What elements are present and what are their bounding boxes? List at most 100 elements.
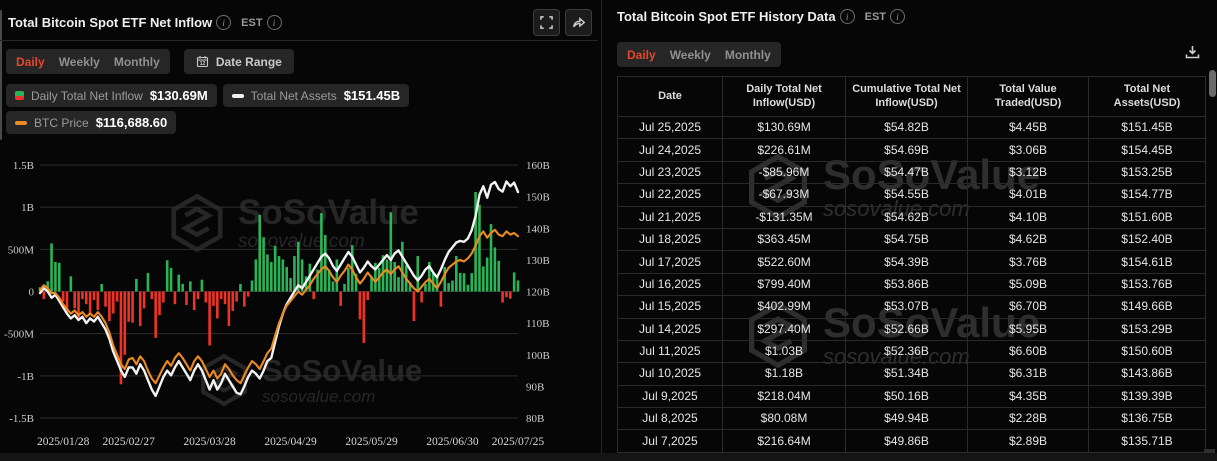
date-range-button[interactable]: 12 Date Range: [183, 49, 294, 74]
cell-date: Jul 14,2025: [617, 317, 723, 341]
table-row[interactable]: Jul 22,2025 -$67.93M $54.55B $4.01B $154.77B: [617, 183, 1206, 207]
cell-daily-net-inflow: $1.03B: [722, 339, 846, 364]
svg-text:2025/03/28: 2025/03/28: [183, 436, 236, 448]
cell-date: Jul 24,2025: [617, 138, 723, 162]
cell-net-assets: $153.76B: [1088, 272, 1206, 297]
bottom-scroll-strip: [0, 453, 1217, 461]
table-row[interactable]: Jul 7,2025 $216.64M $49.86B $2.89B $135.71B: [617, 429, 1206, 453]
chart-controls: Daily Weekly Monthly 12 Date Range: [6, 49, 294, 74]
table-panel-header: Total Bitcoin Spot ETF History Data EST: [617, 9, 909, 24]
cell-daily-net-inflow: $1.18B: [722, 362, 846, 386]
bar-swatch-icon: [15, 91, 24, 100]
cell-cumulative-inflow: $54.69B: [845, 138, 968, 162]
table-row[interactable]: Jul 23,2025 -$85.96M $54.47B $3.12B $153.25B: [617, 160, 1206, 185]
table-row[interactable]: Jul 10,2025 $1.18B $51.34B $6.31B $143.86B: [617, 362, 1206, 386]
cell-cumulative-inflow: $54.39B: [845, 250, 968, 274]
cell-date: Jul 8,2025: [617, 407, 723, 431]
download-button[interactable]: [1184, 44, 1201, 65]
cell-daily-net-inflow: $80.08M: [722, 407, 846, 431]
tab-weekly[interactable]: Weekly: [669, 47, 711, 62]
share-button[interactable]: [565, 9, 592, 36]
legend-daily-net-inflow[interactable]: Daily Total Net Inflow $130.69M: [6, 84, 217, 107]
svg-text:140B: 140B: [526, 223, 550, 235]
table-scrollbar[interactable]: [1209, 66, 1216, 451]
net-inflow-chart[interactable]: 1.5B 1B 500M 0 -500M -1B -1.5B 160B 150B 140B 130B…: [0, 150, 600, 461]
cell-cumulative-inflow: $54.82B: [845, 115, 968, 140]
cell-cumulative-inflow: $49.94B: [845, 407, 968, 431]
cell-daily-net-inflow: $363.45M: [722, 227, 846, 252]
cell-cumulative-inflow: $53.86B: [845, 272, 968, 297]
table-row[interactable]: Jul 25,2025 $130.69M $54.82B $4.45B $151.45B: [617, 115, 1206, 140]
calendar-icon: 12: [196, 56, 208, 68]
cell-net-assets: $152.40B: [1088, 227, 1206, 252]
table-row[interactable]: Jul 16,2025 $799.40M $53.86B $5.09B $153.76B: [617, 272, 1206, 297]
svg-text:-1B: -1B: [18, 371, 35, 383]
svg-text:-500M: -500M: [4, 329, 34, 341]
info-icon[interactable]: [216, 15, 232, 30]
date-range-label: Date Range: [215, 54, 282, 69]
svg-text:12: 12: [200, 61, 206, 67]
timezone-label: EST: [241, 16, 263, 29]
table-row[interactable]: Jul 8,2025 $80.08M $49.94B $2.28B $136.75B: [617, 407, 1206, 431]
cell-date: Jul 22,2025: [617, 183, 723, 207]
cell-value-traded: $4.62B: [967, 227, 1089, 252]
cell-date: Jul 17,2025: [617, 250, 723, 274]
cell-net-assets: $151.60B: [1088, 205, 1206, 229]
legend-value: $151.45B: [343, 88, 401, 103]
cell-date: Jul 11,2025: [617, 339, 723, 364]
table-row[interactable]: Jul 17,2025 $522.60M $54.39B $3.76B $154.61B: [617, 250, 1206, 274]
history-table: Date Daily Total Net Inflow(USD) Cumulativ…: [617, 76, 1206, 453]
cell-net-assets: $153.29B: [1088, 317, 1206, 341]
cell-date: Jul 25,2025: [617, 115, 723, 140]
table-row[interactable]: Jul 11,2025 $1.03B $52.36B $6.60B $150.60B: [617, 339, 1206, 364]
table-header-row: Date Daily Total Net Inflow(USD) Cumulativ…: [617, 76, 1206, 117]
table-row[interactable]: Jul 9,2025 $218.04M $50.16B $4.35B $139.39B: [617, 384, 1206, 409]
scrollbar-thumb[interactable]: [1209, 70, 1216, 97]
cell-cumulative-inflow: $54.75B: [845, 227, 968, 252]
tab-daily[interactable]: Daily: [627, 47, 656, 62]
cell-daily-net-inflow: $799.40M: [722, 272, 846, 297]
cell-value-traded: $6.60B: [967, 339, 1089, 364]
table-row[interactable]: Jul 18,2025 $363.45M $54.75B $4.62B $152.40B: [617, 227, 1206, 252]
chart-panel-title: Total Bitcoin Spot ETF Net Inflow: [8, 15, 213, 30]
cell-net-assets: $150.60B: [1088, 339, 1206, 364]
column-header: Total Net Assets(USD): [1088, 76, 1206, 117]
table-row[interactable]: Jul 21,2025 -$131.35M $54.62B $4.10B $151.60…: [617, 205, 1206, 229]
cell-net-assets: $154.61B: [1088, 250, 1206, 274]
legend-btc-price[interactable]: BTC Price $116,688.60: [6, 111, 177, 134]
cell-date: Jul 21,2025: [617, 205, 723, 229]
tab-daily[interactable]: Daily: [16, 54, 45, 69]
cell-value-traded: $4.45B: [967, 115, 1089, 140]
cell-date: Jul 10,2025: [617, 362, 723, 386]
cell-cumulative-inflow: $51.34B: [845, 362, 968, 386]
tab-monthly[interactable]: Monthly: [724, 47, 771, 62]
table-row[interactable]: Jul 24,2025 $226.61M $54.69B $3.06B $154.45B: [617, 138, 1206, 162]
fullscreen-button[interactable]: [533, 9, 560, 36]
tab-monthly[interactable]: Monthly: [113, 54, 160, 69]
cell-net-assets: $143.86B: [1088, 362, 1206, 386]
legend-total-net-assets[interactable]: Total Net Assets $151.45B: [222, 84, 410, 107]
timezone-label: EST: [864, 10, 887, 23]
info-icon[interactable]: [839, 9, 855, 24]
svg-text:160B: 160B: [526, 160, 550, 172]
cell-date: Jul 15,2025: [617, 295, 723, 319]
tab-weekly[interactable]: Weekly: [58, 54, 100, 69]
btc-price-line: [38, 228, 520, 385]
svg-text:110B: 110B: [526, 318, 549, 330]
svg-text:120B: 120B: [526, 287, 550, 299]
edge-scrollbar[interactable]: [0, 10, 2, 140]
info-icon[interactable]: [890, 9, 906, 24]
svg-text:1B: 1B: [21, 202, 34, 214]
cell-date: Jul 16,2025: [617, 272, 723, 297]
table-row[interactable]: Jul 14,2025 $297.40M $52.66B $5.95B $153.29B: [617, 317, 1206, 341]
table-row[interactable]: Jul 15,2025 $402.99M $53.07B $6.70B $149.66B: [617, 295, 1206, 319]
cell-value-traded: $5.09B: [967, 272, 1089, 297]
cell-value-traded: $4.35B: [967, 384, 1089, 409]
cell-net-assets: $135.71B: [1088, 429, 1206, 453]
download-icon: [1185, 46, 1200, 59]
cell-cumulative-inflow: $52.66B: [845, 317, 968, 341]
legend-value: $130.69M: [149, 88, 208, 103]
svg-text:150B: 150B: [526, 192, 550, 204]
cell-cumulative-inflow: $52.36B: [845, 339, 968, 364]
info-icon[interactable]: [266, 15, 282, 30]
